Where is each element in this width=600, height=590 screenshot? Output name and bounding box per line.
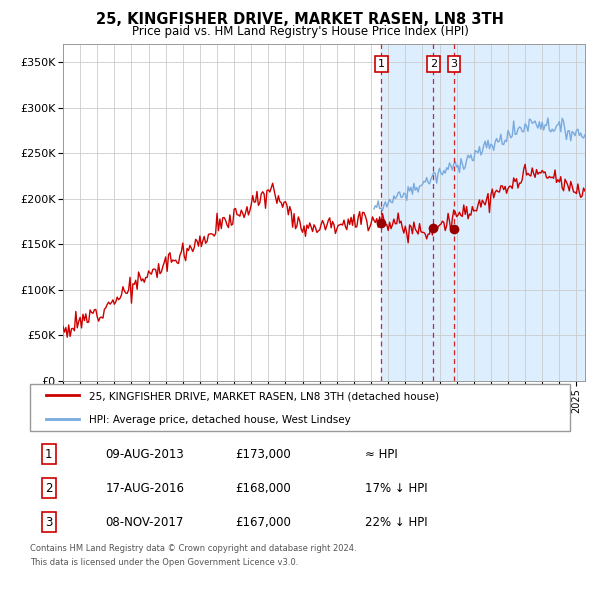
Text: 25, KINGFISHER DRIVE, MARKET RASEN, LN8 3TH (detached house): 25, KINGFISHER DRIVE, MARKET RASEN, LN8 … (89, 391, 440, 401)
Text: 2: 2 (430, 59, 437, 69)
Bar (382, 44, 585, 381)
Text: Contains HM Land Registry data © Crown copyright and database right 2024.: Contains HM Land Registry data © Crown c… (30, 544, 356, 553)
Text: 1: 1 (378, 59, 385, 69)
Text: 25, KINGFISHER DRIVE, MARKET RASEN, LN8 3TH: 25, KINGFISHER DRIVE, MARKET RASEN, LN8 … (96, 12, 504, 27)
FancyBboxPatch shape (30, 384, 570, 431)
Text: 3: 3 (45, 516, 53, 529)
Text: 1: 1 (45, 448, 53, 461)
Text: £168,000: £168,000 (235, 481, 291, 495)
Text: £173,000: £173,000 (235, 448, 291, 461)
Text: 17% ↓ HPI: 17% ↓ HPI (365, 481, 427, 495)
Text: Price paid vs. HM Land Registry's House Price Index (HPI): Price paid vs. HM Land Registry's House … (131, 25, 469, 38)
Text: £167,000: £167,000 (235, 516, 291, 529)
Text: This data is licensed under the Open Government Licence v3.0.: This data is licensed under the Open Gov… (30, 558, 298, 566)
Text: 2: 2 (45, 481, 53, 495)
Text: 22% ↓ HPI: 22% ↓ HPI (365, 516, 427, 529)
Text: 3: 3 (451, 59, 458, 69)
Text: 17-AUG-2016: 17-AUG-2016 (106, 481, 185, 495)
Text: ≈ HPI: ≈ HPI (365, 448, 398, 461)
Text: HPI: Average price, detached house, West Lindsey: HPI: Average price, detached house, West… (89, 415, 351, 425)
Text: 09-AUG-2013: 09-AUG-2013 (106, 448, 184, 461)
Text: 08-NOV-2017: 08-NOV-2017 (106, 516, 184, 529)
